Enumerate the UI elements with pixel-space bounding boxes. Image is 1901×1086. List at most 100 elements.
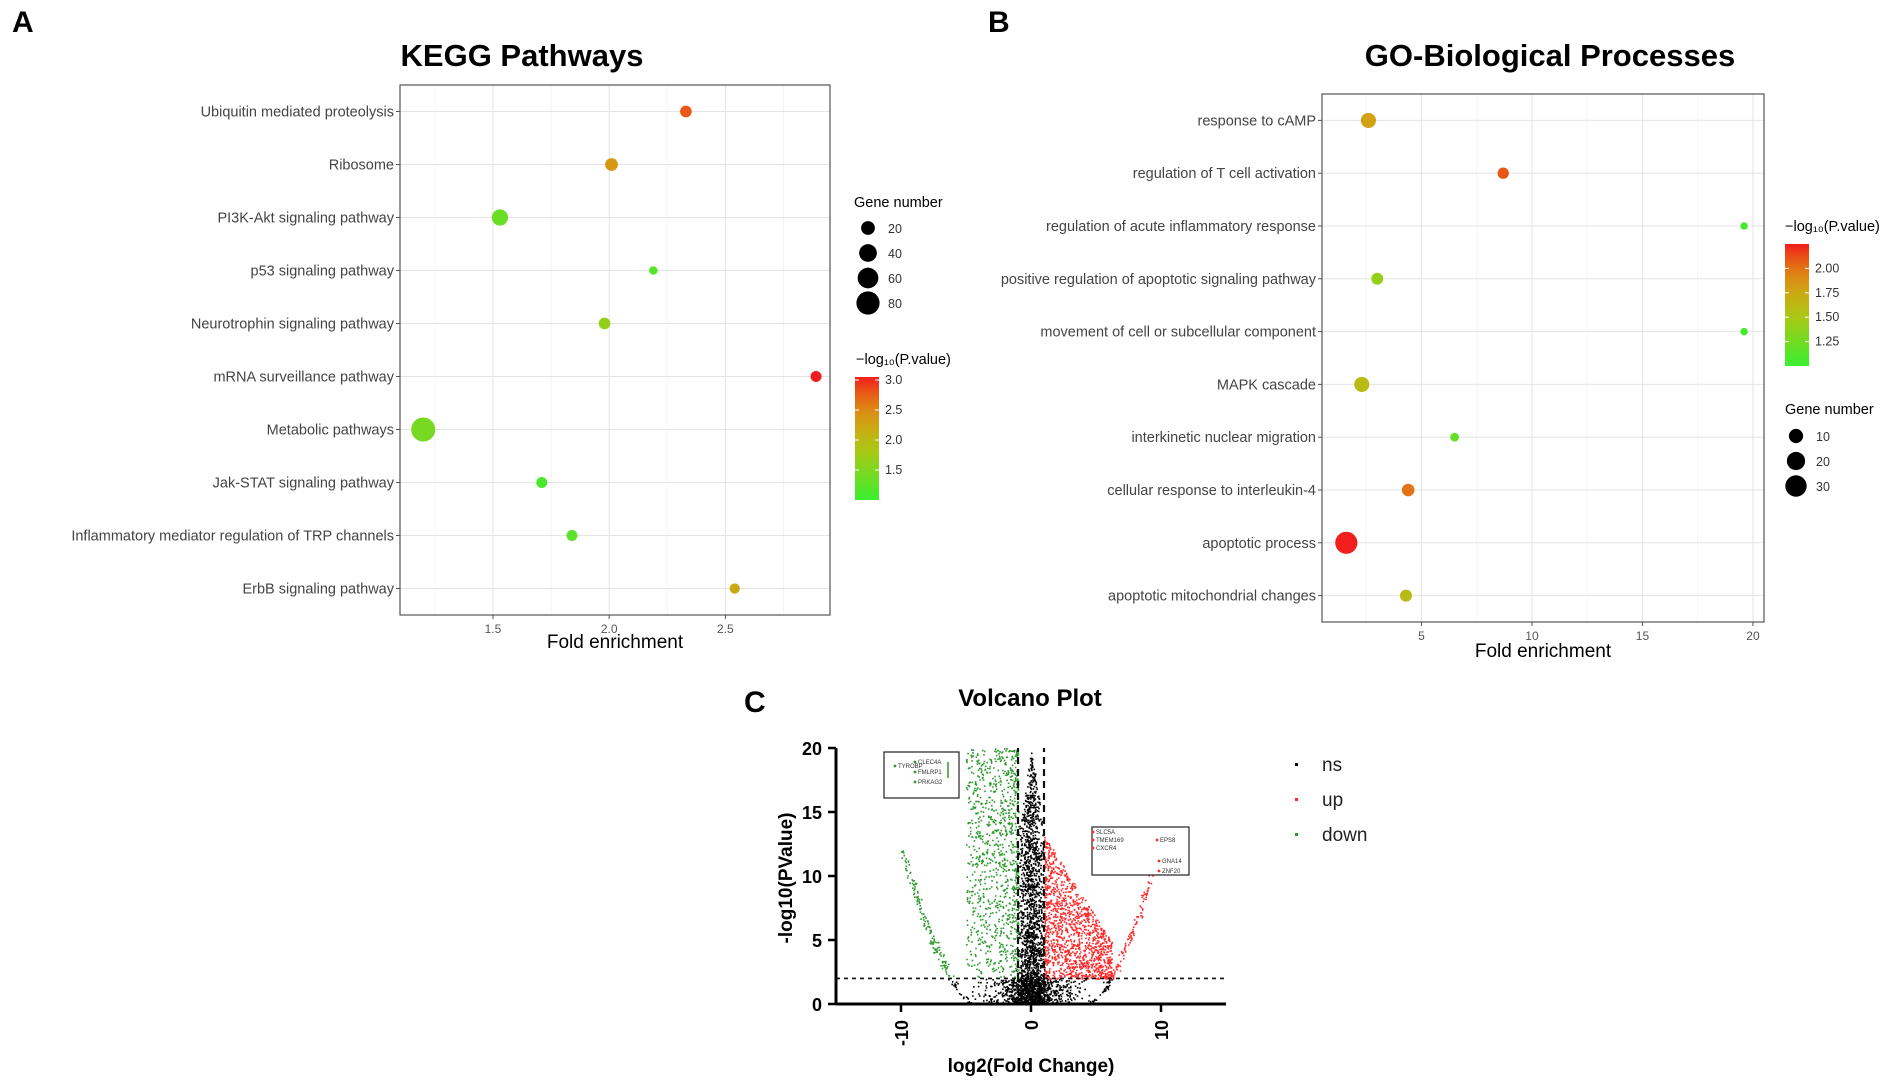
x-tick-label: 1.5: [485, 622, 502, 636]
volcano-title: Volcano Plot: [958, 685, 1102, 712]
x-tick-label: 10: [1152, 1020, 1172, 1040]
kegg-points: [411, 105, 822, 594]
volcano-legend: ns up down: [1295, 755, 1367, 846]
volcano-axes: 0 5 10 15 20 -10 0 10: [802, 739, 1226, 1046]
data-point: [536, 476, 548, 489]
data-point: [1450, 432, 1459, 442]
gene-point-up: [1157, 859, 1161, 863]
size-legend-label: 30: [1816, 480, 1830, 494]
category-label: Metabolic pathways: [267, 423, 394, 439]
x-tick-label: -10: [892, 1020, 912, 1046]
gene-label-up: CXCR4: [1096, 846, 1117, 852]
size-legend-label: 40: [888, 247, 902, 261]
x-tick-label: 20: [1746, 629, 1760, 643]
category-label: cellular response to interleukin-4: [1107, 483, 1316, 499]
gene-box-down: [883, 751, 960, 799]
kegg-color-legend-title: −log₁₀(P.value): [856, 352, 951, 368]
gene-point-up: [1155, 838, 1159, 842]
volcano-y-axis-title: -log10(PValue): [776, 813, 797, 944]
panel-letter-c: C: [744, 686, 766, 719]
gene-point-down: [893, 764, 897, 768]
gene-point-up: [1091, 838, 1095, 842]
size-legend-label: 20: [1816, 455, 1830, 469]
gene-label-up: SLC5A: [1096, 830, 1115, 836]
color-legend-label: 2.0: [885, 433, 902, 447]
size-legend-dot: [1788, 428, 1804, 444]
legend-swatch-ns: [1295, 763, 1298, 766]
category-label: MAPK cascade: [1217, 377, 1316, 393]
volcano-points-down: [901, 748, 1020, 980]
x-tick-label: 15: [1636, 629, 1650, 643]
data-point: [598, 317, 611, 330]
data-point: [1371, 272, 1384, 285]
volcano-threshold-lines: [836, 748, 1226, 1004]
go-size-legend-title: Gene number: [1785, 402, 1874, 418]
size-legend-label: 80: [888, 297, 902, 311]
legend-label-ns: ns: [1322, 755, 1342, 776]
size-legend-label: 60: [888, 272, 902, 286]
gene-point-down: [913, 770, 917, 774]
data-point: [1360, 112, 1376, 128]
volcano-points: [901, 748, 1160, 1006]
category-label: PI3K-Akt signaling pathway: [217, 211, 394, 227]
category-label: apoptotic process: [1202, 536, 1316, 552]
size-legend-dot: [856, 291, 880, 315]
panel-letter-b: B: [988, 6, 1010, 39]
size-legend-dot: [857, 267, 879, 289]
kegg-x-ticks: 1.5 2.0 2.5: [485, 615, 734, 636]
volcano-points-ns: [948, 757, 1113, 1006]
color-legend-label: 1.75: [1815, 286, 1839, 300]
data-point: [649, 266, 658, 275]
y-tick-label: 5: [812, 931, 822, 951]
go-color-legend-title: −log₁₀(P.value): [1785, 219, 1880, 235]
go-points: [1335, 112, 1748, 602]
volcano-points-up: [1044, 836, 1160, 980]
data-point: [1740, 327, 1748, 336]
color-legend-label: 1.50: [1815, 310, 1839, 324]
gene-point-up: [1091, 830, 1095, 834]
data-point: [810, 370, 822, 383]
size-legend-dot: [1785, 475, 1807, 497]
legend-swatch-down: [1295, 833, 1298, 836]
go-plot-area: [1322, 94, 1764, 622]
gene-label-down: CLEC4A: [918, 760, 941, 766]
kegg-size-legend: 20 40 60 80: [856, 221, 902, 315]
go-size-legend: 10 20 30: [1785, 428, 1830, 497]
category-label: Jak-STAT signaling pathway: [213, 476, 395, 492]
color-bar: [1785, 244, 1809, 366]
color-legend-label: 2.00: [1815, 261, 1839, 275]
category-label: Neurotrophin signaling pathway: [191, 317, 395, 333]
gene-label-up: GNA14: [1162, 859, 1182, 865]
kegg-x-axis-title: Fold enrichment: [547, 632, 684, 653]
x-tick-label: 2.5: [717, 622, 734, 636]
data-point: [1335, 531, 1358, 554]
gene-label-up: EPS8: [1160, 838, 1176, 844]
gene-point-down: [913, 760, 917, 764]
color-legend-label: 2.5: [885, 403, 902, 417]
x-tick-label: 10: [1525, 629, 1539, 643]
category-label: Ribosome: [329, 158, 394, 174]
go-title: GO-Biological Processes: [1365, 38, 1735, 73]
y-tick-label: 20: [802, 739, 822, 759]
data-point: [1740, 222, 1748, 230]
data-point: [605, 158, 618, 171]
y-tick-label: 15: [802, 803, 822, 823]
category-label: positive regulation of apoptotic signali…: [1001, 272, 1317, 288]
gene-point-up: [1157, 869, 1161, 873]
panel-a: A KEGG Pathways Ubiquitin mediated prote…: [12, 6, 951, 653]
x-tick-label: 2.0: [601, 622, 618, 636]
category-label: interkinetic nuclear migration: [1131, 430, 1316, 446]
category-label: mRNA surveillance pathway: [213, 370, 394, 386]
category-label: regulation of T cell activation: [1133, 166, 1316, 182]
size-legend-dot: [861, 221, 875, 235]
size-legend-dot: [859, 244, 877, 262]
panel-b: B GO-Biological Processes response to cA…: [988, 6, 1880, 662]
color-legend-label: 1.25: [1815, 335, 1839, 349]
x-tick-label: 5: [1418, 629, 1425, 643]
kegg-panel-border: [399, 84, 831, 616]
go-x-ticks: 5 10 15 20: [1418, 622, 1760, 643]
category-label: p53 signaling pathway: [251, 264, 395, 280]
go-color-legend: 1.25 1.50 1.75 2.00: [1785, 244, 1839, 366]
kegg-plot-area: [400, 85, 830, 615]
